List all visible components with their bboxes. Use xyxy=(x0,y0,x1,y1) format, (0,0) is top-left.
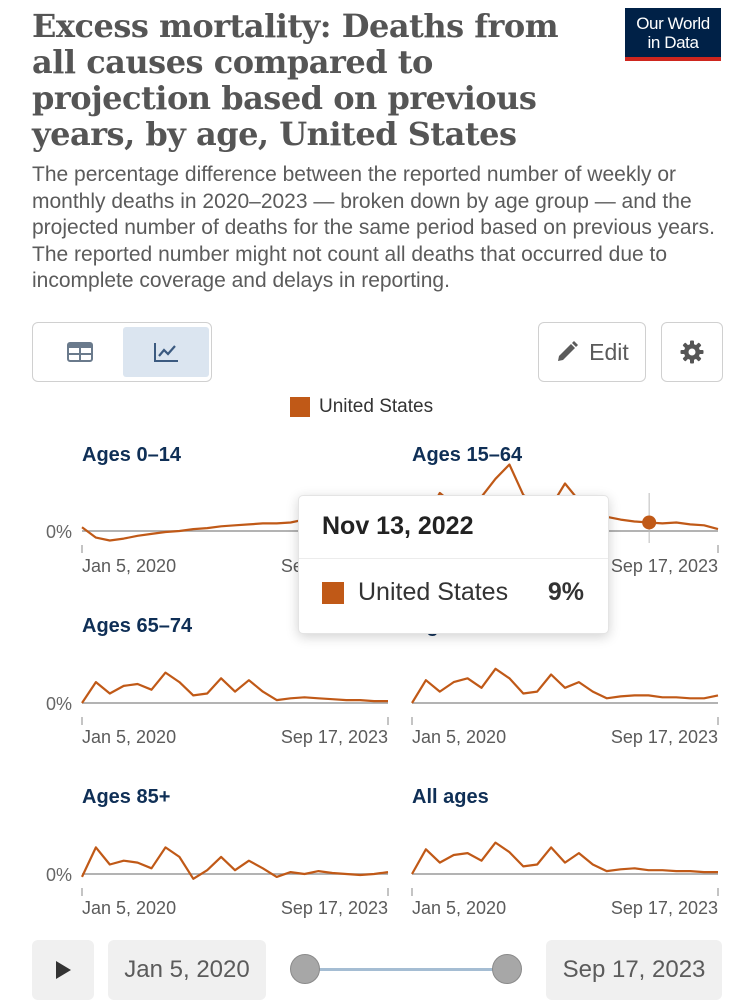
series-line-ages-85 xyxy=(81,846,389,880)
series-line-all-ages xyxy=(411,841,718,875)
y-tick-label-ages-0-14: 0% xyxy=(46,522,72,542)
table-tab[interactable] xyxy=(37,327,123,377)
x-tick-label-end-ages-65-74: Sep 17, 2023 xyxy=(281,727,388,747)
x-tick-label-end-all-ages: Sep 17, 2023 xyxy=(611,898,718,918)
panel-title-ages-15-64: Ages 15–64 xyxy=(412,444,523,466)
owid-logo[interactable]: Our World in Data xyxy=(625,8,721,61)
tooltip-divider xyxy=(299,558,608,559)
play-icon xyxy=(56,961,71,979)
x-tick-label-end-ages-15-64: Sep 17, 2023 xyxy=(611,556,718,576)
tooltip-value: 9% xyxy=(547,578,584,606)
view-toggle xyxy=(32,322,212,382)
chart-tab[interactable] xyxy=(123,327,209,377)
edit-label: Edit xyxy=(589,338,629,365)
legend-swatch xyxy=(290,397,310,417)
panel-title-ages-65-74: Ages 65–74 xyxy=(82,615,193,637)
panel-title-all-ages: All ages xyxy=(412,786,489,808)
tooltip: Nov 13, 2022 United States 9% xyxy=(298,495,609,634)
timeline-end-date[interactable]: Sep 17, 2023 xyxy=(546,940,722,1000)
x-tick-label-start-ages-85: Jan 5, 2020 xyxy=(82,898,176,918)
edit-button[interactable]: Edit xyxy=(538,322,646,382)
chart-title: Excess mortality: Deaths from all causes… xyxy=(32,7,559,153)
x-tick-label-start-ages-15-64-2: Jan 5, 2020 xyxy=(412,727,506,747)
y-tick-label-ages-65-74: 0% xyxy=(46,694,72,714)
line-chart-icon xyxy=(154,343,178,362)
x-tick-label-end-ages-85: Sep 17, 2023 xyxy=(281,898,388,918)
y-tick-label-ages-85: 0% xyxy=(46,865,72,885)
chart-area: Ages 0–14 0% Jan 5, 2020 Sep 17, 2023 Ages 1… xyxy=(46,444,719,918)
timeline-end-handle[interactable] xyxy=(492,954,522,984)
x-tick-label-start-ages-0-14: Jan 5, 2020 xyxy=(82,556,176,576)
gear-icon xyxy=(680,340,704,364)
series-line-ages-65-74 xyxy=(81,671,388,704)
series-line-ages-15-64-2 xyxy=(411,667,719,704)
tooltip-swatch xyxy=(322,581,344,604)
x-tick-label-start-all-ages: Jan 5, 2020 xyxy=(412,898,506,918)
panel-title-ages-85: Ages 85+ xyxy=(82,786,170,808)
x-tick-label-end-ages-15-64-2: Sep 17, 2023 xyxy=(611,727,718,747)
legend-label: United States xyxy=(319,396,434,417)
logo-line-2: in Data xyxy=(647,33,699,52)
x-tick-label-start-ages-65-74: Jan 5, 2020 xyxy=(82,727,176,747)
panel-title-ages-0-14: Ages 0–14 xyxy=(82,444,182,466)
timeline-start-date[interactable]: Jan 5, 2020 xyxy=(108,940,266,1000)
legend[interactable]: United States xyxy=(290,396,433,418)
logo-line-1: Our World xyxy=(636,14,710,33)
pencil-icon xyxy=(558,341,579,361)
play-button[interactable] xyxy=(32,940,94,1000)
timeline-track[interactable] xyxy=(305,968,507,971)
chart-subtitle: The percentage difference between the re… xyxy=(32,163,715,292)
timeline-start-handle[interactable] xyxy=(290,954,320,984)
tooltip-row: United States 9% xyxy=(322,578,584,607)
settings-button[interactable] xyxy=(661,322,723,382)
table-icon xyxy=(67,342,93,362)
tooltip-entity: United States xyxy=(358,578,509,606)
tooltip-date: Nov 13, 2022 xyxy=(322,512,474,540)
highlight-point xyxy=(642,515,657,530)
